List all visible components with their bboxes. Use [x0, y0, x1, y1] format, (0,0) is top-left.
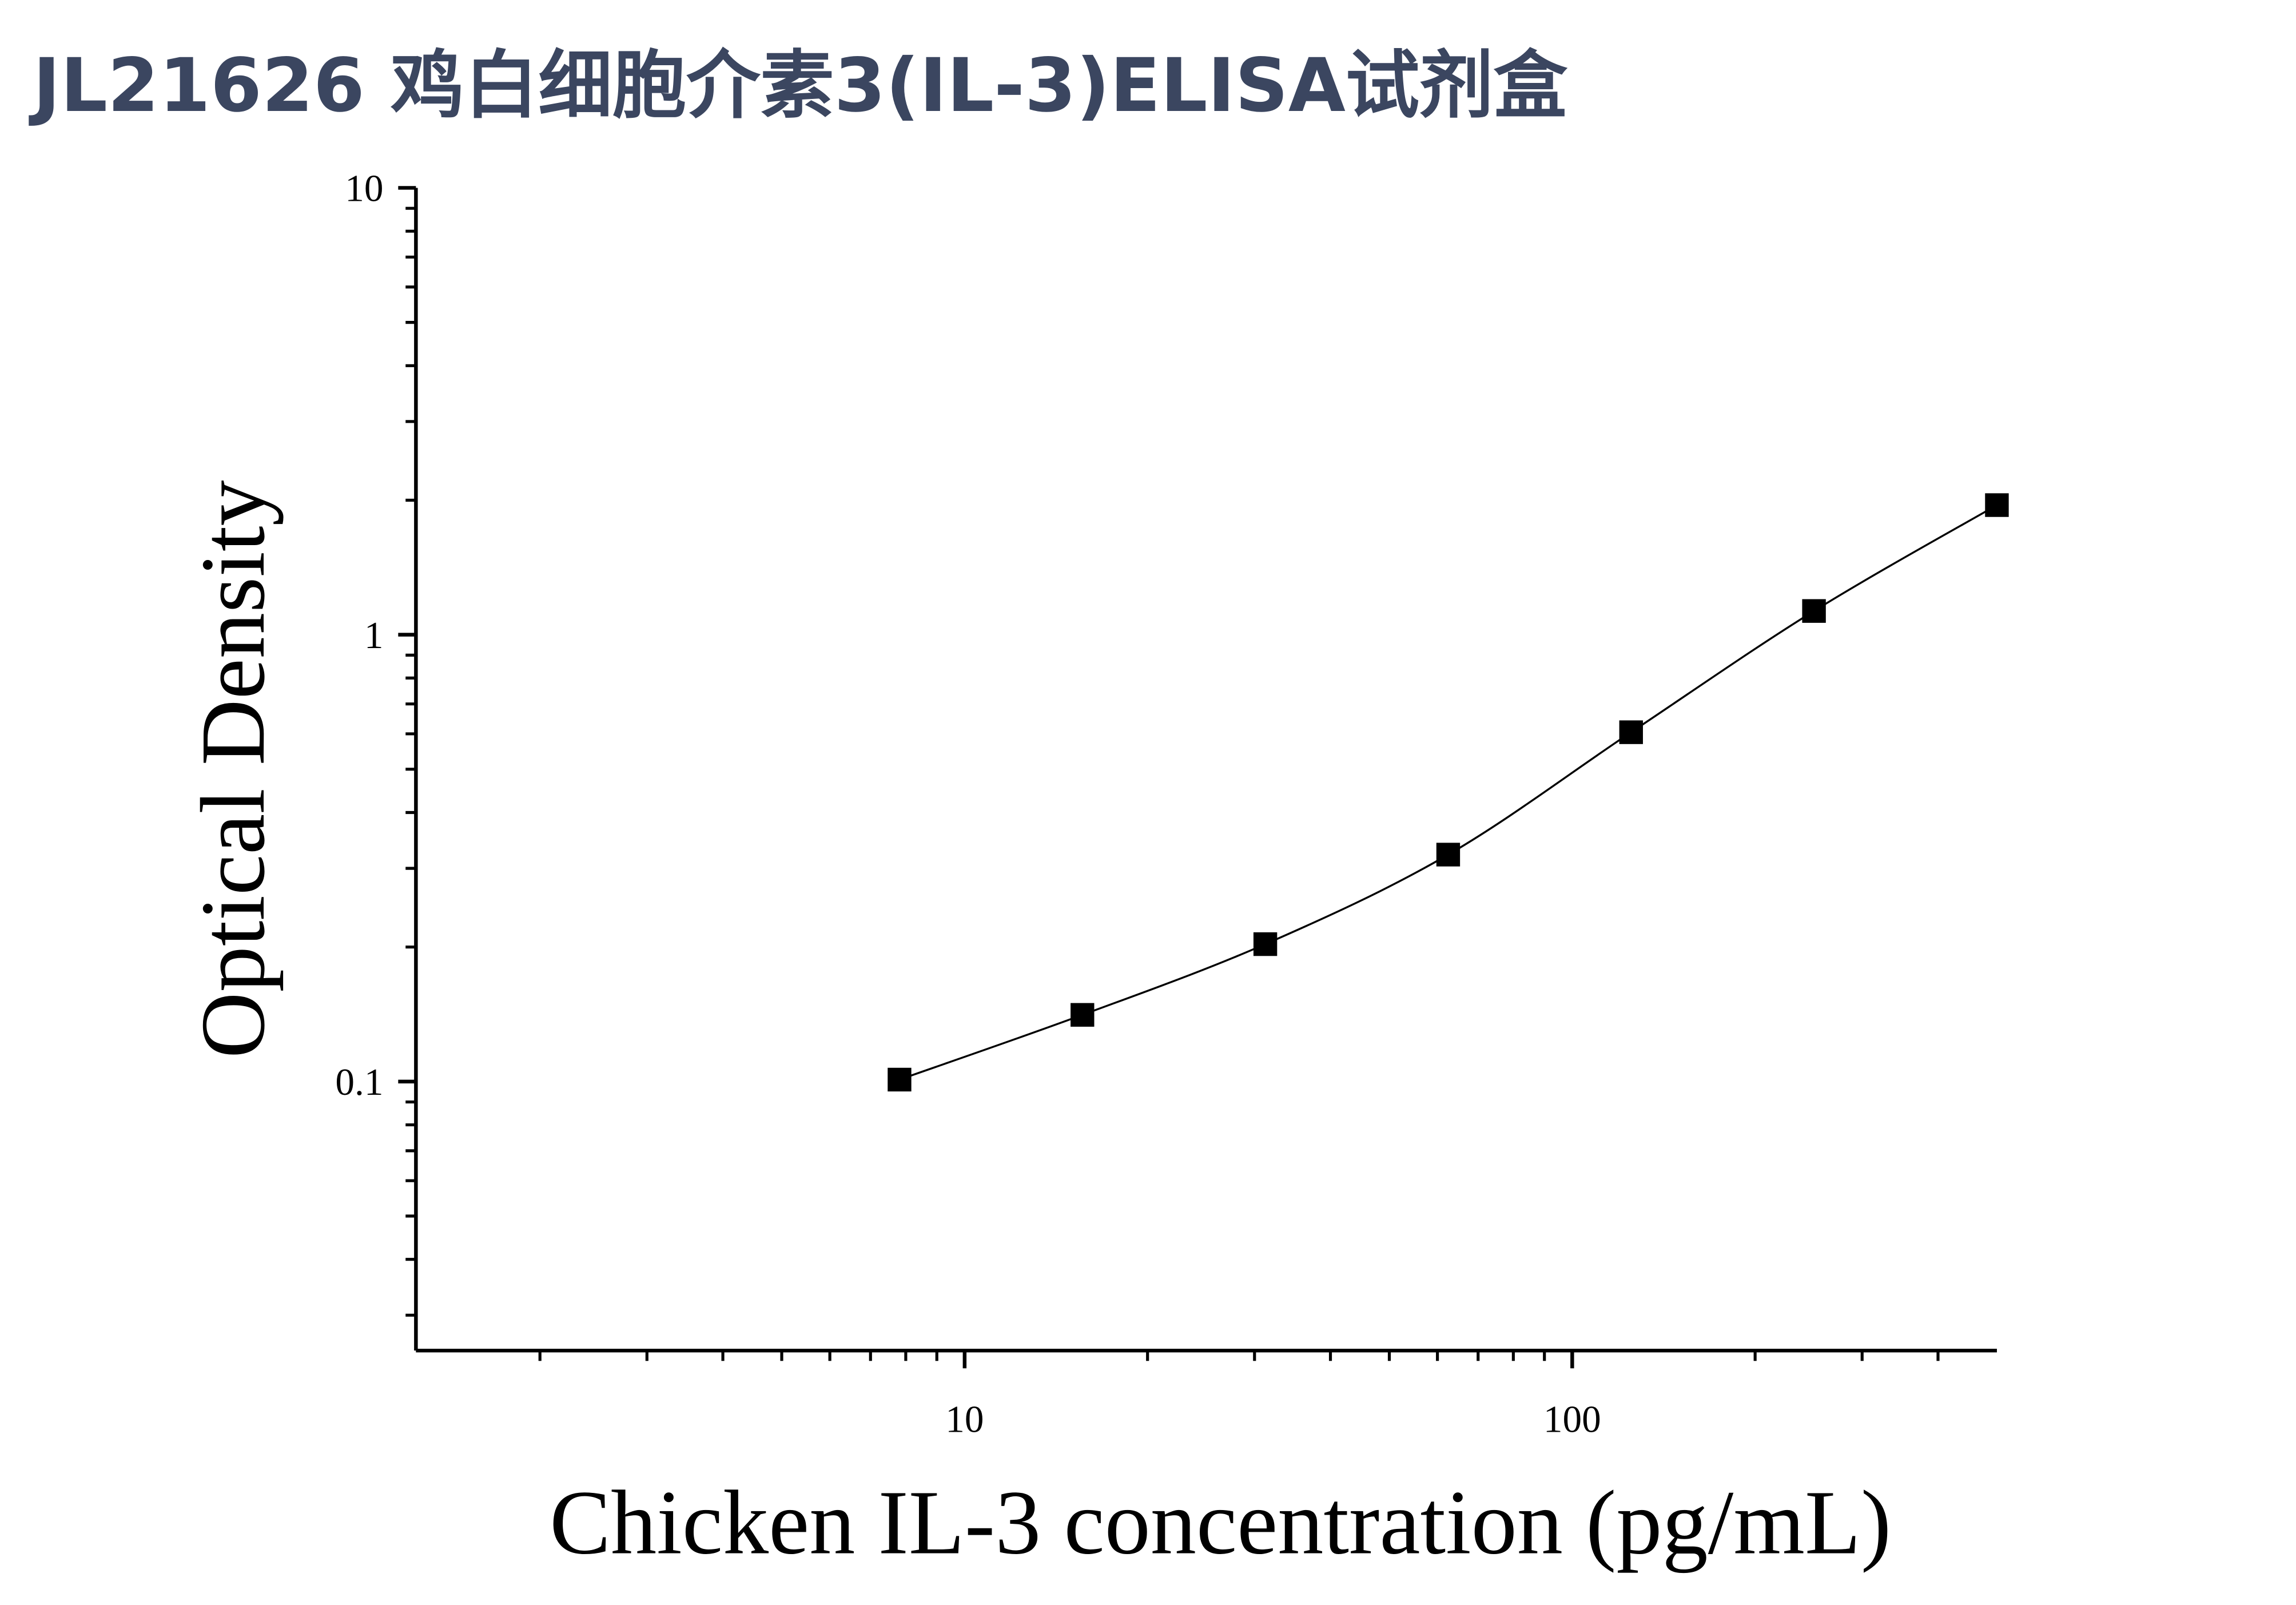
data-point [1802, 599, 1826, 623]
x-tick-label: 100 [1543, 1397, 1601, 1440]
data-point [1619, 720, 1643, 744]
x-axis-label: Chicken IL-3 concentration (pg/mL) [550, 1471, 1891, 1573]
fit-curve [899, 504, 1997, 1081]
y-axis-label: Optical Density [182, 480, 284, 1058]
data-point [888, 1067, 912, 1092]
data-point [1985, 493, 2009, 517]
data-point [1253, 932, 1278, 956]
data-point [1436, 843, 1461, 867]
y-tick-label: 0.1 [335, 1060, 383, 1103]
chart-title: JL21626 鸡白细胞介素3(IL-3)ELISA试剂盒 [29, 43, 1568, 129]
data-point [1071, 1003, 1095, 1027]
y-tick-label: 10 [345, 167, 383, 210]
y-tick-label: 1 [364, 614, 384, 657]
x-tick-label: 10 [945, 1397, 984, 1440]
